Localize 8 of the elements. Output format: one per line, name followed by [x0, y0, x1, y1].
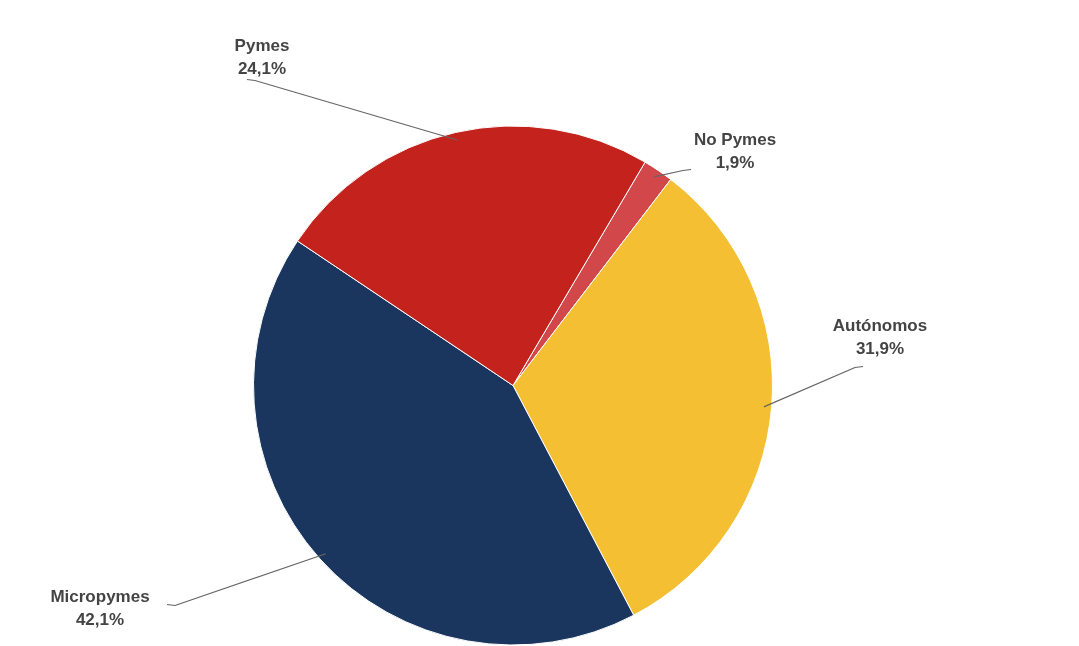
data-label: 31,9% — [855, 339, 905, 359]
data-label: 42,1% — [75, 610, 125, 630]
slice-label: Micropymes — [50, 587, 150, 607]
slice-label: No Pymes — [693, 130, 777, 150]
data-label: 1,9% — [715, 153, 755, 173]
slice-label: Pymes — [234, 36, 290, 56]
data-label: 24,1% — [237, 59, 287, 79]
slice-label: Autónomos — [832, 316, 928, 336]
